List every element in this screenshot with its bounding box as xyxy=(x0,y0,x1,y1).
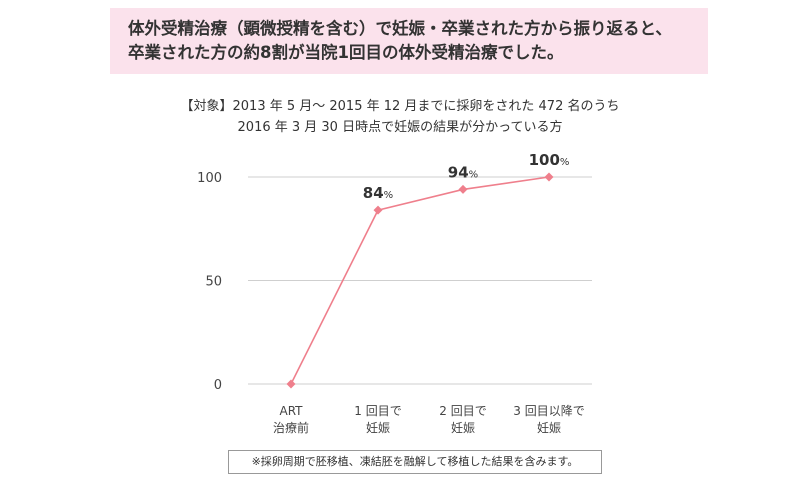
y-tick-label-100: 100 xyxy=(197,171,222,186)
footnote: ※採卵周期で胚移植、凍結胚を融解して移植した結果を含みます。 xyxy=(228,450,602,474)
y-tick-label-50: 50 xyxy=(205,275,222,290)
data-point-1 xyxy=(373,205,383,215)
x-tick-label-3-1: 妊娠 xyxy=(537,421,561,435)
series-line-0 xyxy=(290,176,550,385)
data-point-3 xyxy=(544,172,554,182)
data-point-0 xyxy=(286,379,296,389)
x-tick-label-2-0: 2 回目で xyxy=(439,404,486,418)
data-point-2 xyxy=(458,184,468,194)
data-label-3: 100% xyxy=(529,151,570,169)
headline-banner: 体外受精治療（顕微授精を含む）で妊娠・卒業された方から振り返ると、 卒業された方… xyxy=(110,8,708,74)
headline-line-1: 体外受精治療（顕微授精を含む）で妊娠・卒業された方から振り返ると、 xyxy=(128,19,672,38)
subtitle-line-1: 【対象】2013 年 5 月～ 2015 年 12 月までに採卵をされた 472… xyxy=(180,99,620,114)
x-tick-label-1-0: 1 回目で xyxy=(354,404,401,418)
subtitle-line-2: 2016 年 3 月 30 日時点で妊娠の結果が分かっている方 xyxy=(237,120,563,135)
y-tick-label-0: 0 xyxy=(214,378,222,393)
data-label-1: 84% xyxy=(363,184,393,202)
x-tick-label-0-1: 治療前 xyxy=(273,420,309,435)
x-tick-label-1-1: 妊娠 xyxy=(366,421,390,435)
chart-subtitle: 【対象】2013 年 5 月～ 2015 年 12 月までに採卵をされた 472… xyxy=(0,96,800,138)
data-label-2: 94% xyxy=(448,163,478,181)
x-tick-label-3-0: 3 回目以降で xyxy=(513,404,584,418)
x-tick-label-2-1: 妊娠 xyxy=(451,421,475,435)
headline-line-2: 卒業された方の約8割が当院1回目の体外受精治療でした。 xyxy=(128,43,564,62)
x-tick-label-0-0: ART xyxy=(279,404,303,418)
